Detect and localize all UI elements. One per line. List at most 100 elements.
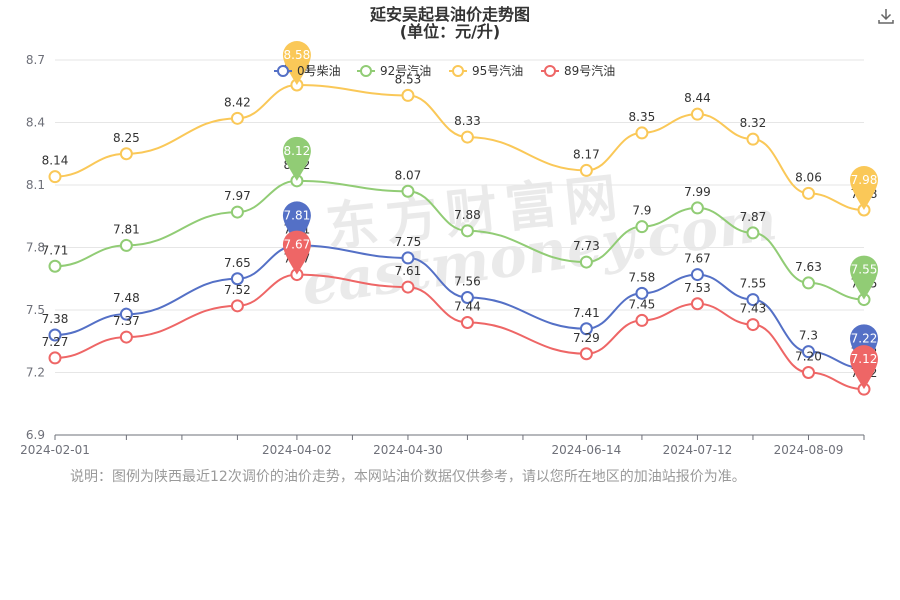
data-label: 7.43 [740, 302, 767, 316]
pin-shape [282, 201, 311, 246]
data-point [579, 255, 593, 269]
pin-shape [850, 345, 878, 390]
pin-label: 8.12 [284, 144, 311, 158]
data-label: 7.38 [42, 312, 69, 326]
data-label: 7.3 [799, 329, 818, 343]
download-icon[interactable] [876, 6, 896, 26]
data-point [460, 224, 474, 238]
pin-label: 7.98 [851, 173, 878, 187]
x-tick-label: 2024-02-01 [20, 443, 90, 457]
y-tick-label: 8.4 [26, 116, 45, 130]
legend-item[interactable]: 0号柴油 [274, 64, 341, 78]
data-label: 7.55 [740, 277, 767, 291]
pin-shape [282, 136, 311, 181]
legend-label: 92号汽油 [380, 63, 431, 78]
y-tick-label: 8.1 [26, 178, 45, 192]
data-point [635, 286, 649, 300]
data-label: 7.67 [684, 252, 711, 266]
data-point [635, 126, 649, 140]
chart-note: 说明：图例为陕西最近12次调价的油价走势，本网站油价数据仅供参考，请以您所在地区… [70, 469, 746, 485]
pin-shape [850, 166, 878, 210]
data-label: 7.88 [454, 208, 481, 222]
data-label: 7.27 [42, 335, 69, 349]
chart-subtitle: (单位：元/升) [399, 22, 501, 41]
data-point [48, 351, 62, 365]
data-label: 8.35 [629, 110, 656, 124]
data-label: 8.42 [224, 95, 251, 109]
pin-label: 7.12 [851, 352, 878, 366]
data-label: 7.37 [113, 314, 140, 328]
data-label: 8.44 [684, 91, 711, 105]
x-tick-label: 2024-06-14 [552, 443, 622, 457]
data-label: 8.32 [740, 116, 767, 130]
data-label: 7.63 [795, 260, 822, 274]
data-label: 8.14 [42, 154, 69, 168]
data-label: 8.53 [395, 72, 422, 86]
data-point [230, 111, 244, 125]
pin-label: 7.81 [284, 208, 311, 222]
data-label: 7.29 [573, 331, 600, 345]
data-point [401, 88, 415, 102]
data-point [579, 163, 593, 177]
x-tick-label: 2024-04-30 [373, 443, 443, 457]
data-point [401, 184, 415, 198]
x-tick-label: 2024-04-02 [262, 443, 332, 457]
y-tick-label: 6.9 [26, 428, 45, 442]
legend-item[interactable]: 89号汽油 [541, 63, 615, 78]
data-label: 7.71 [42, 243, 69, 257]
data-point [801, 276, 815, 290]
series-line [54, 273, 865, 391]
data-label: 7.81 [113, 222, 140, 236]
data-point [690, 201, 704, 215]
min-marker: 7.12 [850, 345, 878, 390]
data-point [119, 307, 133, 321]
data-label: 7.99 [684, 185, 711, 199]
data-label: 7.52 [224, 283, 251, 297]
data-point [746, 293, 760, 307]
data-label: 8.17 [573, 147, 600, 161]
data-label: 7.56 [454, 275, 481, 289]
pin-label: 8.58 [284, 48, 311, 62]
legend-symbol [544, 65, 556, 77]
series-0: 7.38 7.48 7.65 7.81 7.75 7.56 7.41 7.58 7.67 7.55… [42, 222, 877, 375]
legend-item[interactable]: 95号汽油 [449, 63, 523, 78]
pin-label: 7.22 [851, 331, 878, 345]
legend-symbol [277, 65, 289, 77]
legend-item[interactable]: 92号汽油 [357, 63, 431, 78]
data-label: 7.45 [629, 297, 656, 311]
data-point [746, 318, 760, 332]
data-point [801, 366, 815, 379]
data-label: 7.41 [573, 306, 600, 320]
y-tick-label: 7.5 [26, 303, 45, 317]
data-point [579, 322, 593, 336]
data-point [48, 328, 62, 342]
data-point [746, 226, 760, 240]
pin-shape [282, 41, 311, 85]
data-point [460, 316, 474, 329]
series-line [54, 83, 865, 211]
data-point [690, 297, 704, 311]
data-point [230, 272, 244, 286]
data-point [690, 107, 704, 121]
max-marker: 8.12 [282, 136, 311, 181]
data-point [635, 313, 649, 327]
legend: 0号柴油 92号汽油 95号汽油 89号汽油 [274, 63, 615, 78]
data-label: 7.61 [395, 264, 422, 278]
legend-label: 0号柴油 [297, 64, 341, 78]
data-label: 7.53 [684, 281, 711, 295]
data-point [119, 238, 133, 252]
data-label: 8.07 [395, 168, 422, 182]
data-point [230, 205, 244, 219]
data-label: 7.97 [224, 189, 251, 203]
data-point [460, 291, 474, 304]
data-point [119, 147, 133, 161]
data-label: 8.33 [454, 114, 481, 128]
data-label: 7.44 [454, 300, 481, 314]
data-point [460, 130, 474, 144]
data-label: 7.87 [740, 210, 767, 224]
y-tick-label: 8.7 [26, 53, 45, 67]
data-label: 7.75 [395, 235, 422, 249]
data-label: 7.48 [113, 291, 140, 305]
data-point [401, 251, 415, 265]
max-marker: 7.81 [282, 201, 311, 246]
